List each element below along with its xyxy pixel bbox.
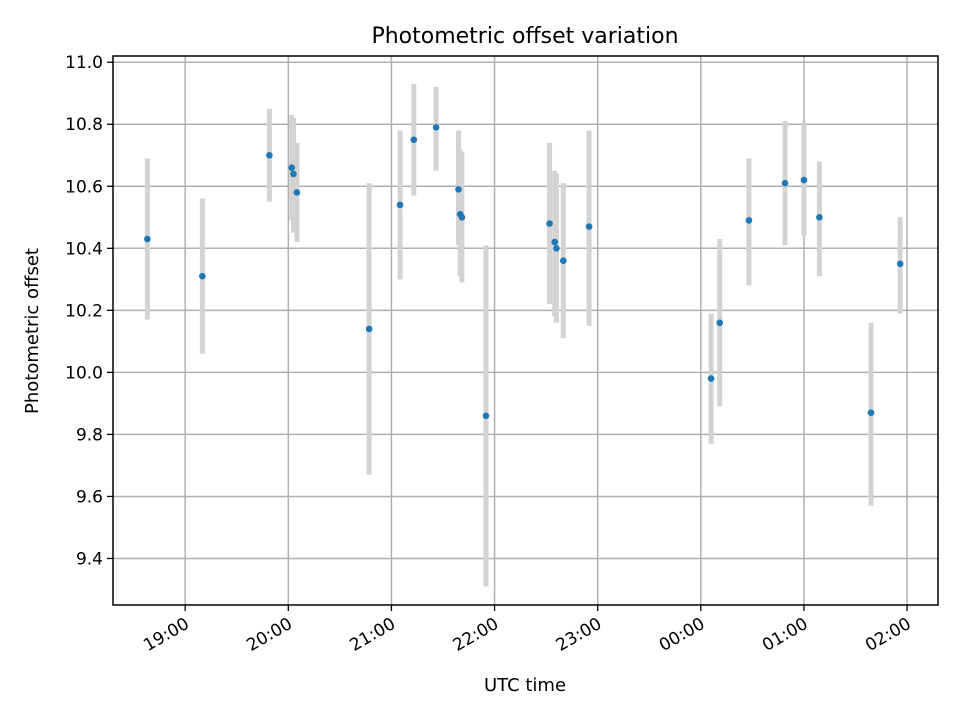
data-point [410, 136, 418, 144]
x-tick-label: 01:00 [759, 614, 811, 656]
x-axis-ticks: 19:00 20:00 21:00 22:00 23:00 00:00 01:00 02:00 [140, 605, 915, 656]
y-tick-label: 10.8 [65, 115, 103, 135]
data-point [432, 124, 440, 131]
x-tick-label: 20:00 [243, 614, 295, 656]
x-tick-label: 23:00 [553, 614, 605, 656]
data-point [867, 409, 875, 416]
x-tick-label: 02:00 [862, 614, 914, 656]
y-tick-label: 9.6 [76, 487, 103, 507]
data-point [707, 375, 715, 382]
data-point [716, 319, 724, 327]
y-tick-label: 11.0 [65, 53, 103, 73]
y-tick-label: 10.2 [65, 301, 103, 321]
data-point [546, 220, 553, 227]
x-tick-label: 00:00 [656, 614, 708, 656]
chart-title: Photometric offset variation [371, 24, 678, 49]
data-point [551, 238, 559, 246]
x-tick-label: 19:00 [140, 614, 192, 656]
data-point [293, 189, 301, 196]
data-point [199, 272, 206, 280]
data-point [144, 235, 151, 243]
y-tick-label: 10.4 [65, 239, 103, 259]
error-bars [144, 83, 903, 587]
y-axis-label: Photometric offset [22, 248, 43, 414]
data-point [553, 245, 560, 252]
data-point [560, 257, 567, 265]
data-point [288, 164, 296, 171]
data-points [144, 124, 904, 420]
data-point [800, 176, 808, 184]
grid-lines [113, 56, 938, 605]
data-point [585, 223, 593, 230]
y-tick-label: 10.0 [65, 363, 103, 383]
data-point [482, 412, 490, 420]
data-point [458, 213, 466, 221]
x-axis-label: UTC time [484, 675, 566, 696]
x-tick-label: 21:00 [347, 614, 399, 656]
x-tick-label: 22:00 [450, 614, 502, 656]
data-point [816, 213, 823, 221]
y-tick-label: 10.6 [65, 177, 103, 197]
data-point [266, 151, 273, 159]
plot-frame [112, 55, 939, 606]
y-tick-label: 9.8 [76, 425, 103, 445]
data-point [781, 179, 789, 187]
data-point [745, 217, 753, 224]
y-tick-label: 9.4 [76, 549, 103, 569]
y-axis-ticks: 9.4 9.6 9.8 10.0 10.2 10.4 10.6 10.8 11.0 [65, 53, 113, 569]
data-point [365, 325, 373, 333]
data-point [290, 170, 297, 178]
data-point [896, 260, 904, 268]
data-point [455, 186, 462, 193]
data-point [396, 201, 404, 209]
